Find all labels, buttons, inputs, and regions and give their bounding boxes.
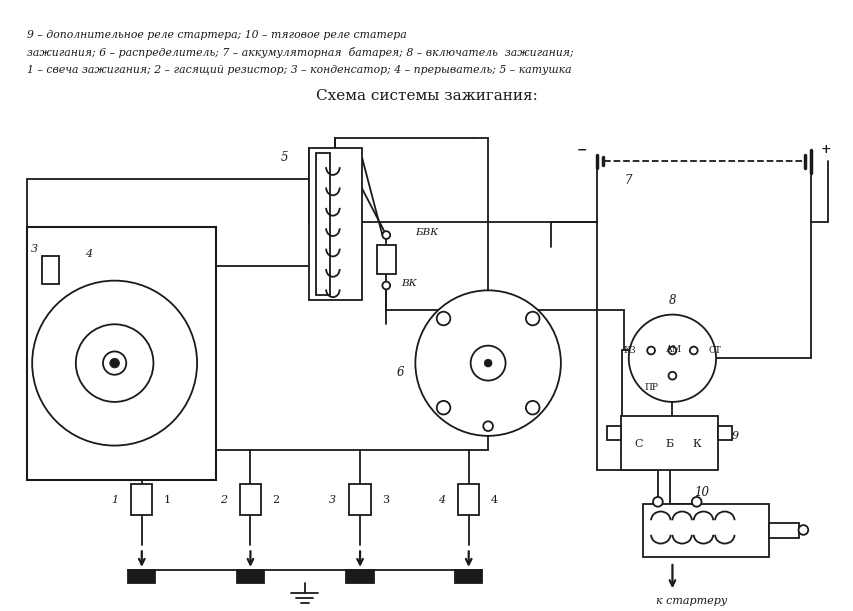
Circle shape xyxy=(525,401,539,414)
Text: 4: 4 xyxy=(490,495,497,505)
Text: 2: 2 xyxy=(219,495,227,505)
Text: С: С xyxy=(634,439,642,448)
Text: 1: 1 xyxy=(163,495,171,505)
Circle shape xyxy=(415,290,560,436)
Bar xyxy=(316,153,329,295)
Text: Схема системы зажигания:: Схема системы зажигания: xyxy=(316,89,537,103)
Text: −: − xyxy=(577,143,587,156)
Bar xyxy=(27,227,216,480)
Text: ВК: ВК xyxy=(400,279,416,288)
Circle shape xyxy=(483,422,492,431)
Bar xyxy=(42,257,59,284)
Text: АМ: АМ xyxy=(665,345,682,354)
Circle shape xyxy=(76,324,154,402)
Text: КЗ: КЗ xyxy=(623,346,635,355)
Circle shape xyxy=(691,497,700,507)
Bar xyxy=(376,245,396,274)
Text: зажигания; 6 – распределитель; 7 – аккумуляторная  батарея; 8 – включатель  зажи: зажигания; 6 – распределитель; 7 – аккум… xyxy=(27,47,573,58)
Circle shape xyxy=(653,497,662,507)
Circle shape xyxy=(689,346,697,354)
Text: ПР: ПР xyxy=(643,383,658,392)
Bar xyxy=(642,503,769,557)
Text: Б: Б xyxy=(664,439,673,448)
Bar xyxy=(620,417,717,470)
Text: 3: 3 xyxy=(381,495,388,505)
Circle shape xyxy=(668,346,676,354)
Bar xyxy=(236,569,264,584)
Text: 7: 7 xyxy=(624,174,632,187)
Text: 3: 3 xyxy=(31,244,38,254)
Text: 1: 1 xyxy=(111,495,118,505)
Bar xyxy=(606,426,620,440)
Text: БВК: БВК xyxy=(415,228,438,236)
Text: 4: 4 xyxy=(438,495,444,505)
Bar xyxy=(717,426,731,440)
Circle shape xyxy=(628,315,716,402)
Bar xyxy=(349,485,370,516)
Circle shape xyxy=(647,346,654,354)
Circle shape xyxy=(110,358,119,368)
Circle shape xyxy=(484,359,491,367)
Bar xyxy=(128,569,155,584)
Bar xyxy=(457,485,479,516)
Text: 5: 5 xyxy=(281,151,287,164)
Text: СТ: СТ xyxy=(708,346,721,355)
Bar xyxy=(346,569,374,584)
Circle shape xyxy=(382,282,390,290)
Text: 9 – дополнительное реле стартера; 10 – тяговое реле статера: 9 – дополнительное реле стартера; 10 – т… xyxy=(27,30,407,40)
Bar xyxy=(308,148,362,300)
Text: 6: 6 xyxy=(397,367,404,379)
Text: 9: 9 xyxy=(731,431,738,441)
Circle shape xyxy=(798,525,807,535)
Text: 2: 2 xyxy=(272,495,279,505)
Text: 8: 8 xyxy=(668,293,676,307)
Circle shape xyxy=(470,346,505,381)
Text: К: К xyxy=(692,439,700,448)
Bar xyxy=(131,485,153,516)
Text: 3: 3 xyxy=(329,495,336,505)
Circle shape xyxy=(382,231,390,239)
Bar xyxy=(769,523,798,538)
Text: 10: 10 xyxy=(693,486,708,499)
Circle shape xyxy=(436,312,450,325)
Bar xyxy=(455,569,482,584)
Circle shape xyxy=(525,312,539,325)
Circle shape xyxy=(436,401,450,414)
Text: 1 – свеча зажигания; 2 – гасящий резистор; 3 – конденсатор; 4 – прерыватель; 5 –: 1 – свеча зажигания; 2 – гасящий резисто… xyxy=(27,65,572,75)
Circle shape xyxy=(103,351,126,375)
Circle shape xyxy=(32,280,197,445)
Text: к стартеру: к стартеру xyxy=(655,596,727,606)
Circle shape xyxy=(668,372,676,379)
Text: +: + xyxy=(820,143,830,156)
Text: 4: 4 xyxy=(84,249,92,260)
Bar xyxy=(240,485,261,516)
